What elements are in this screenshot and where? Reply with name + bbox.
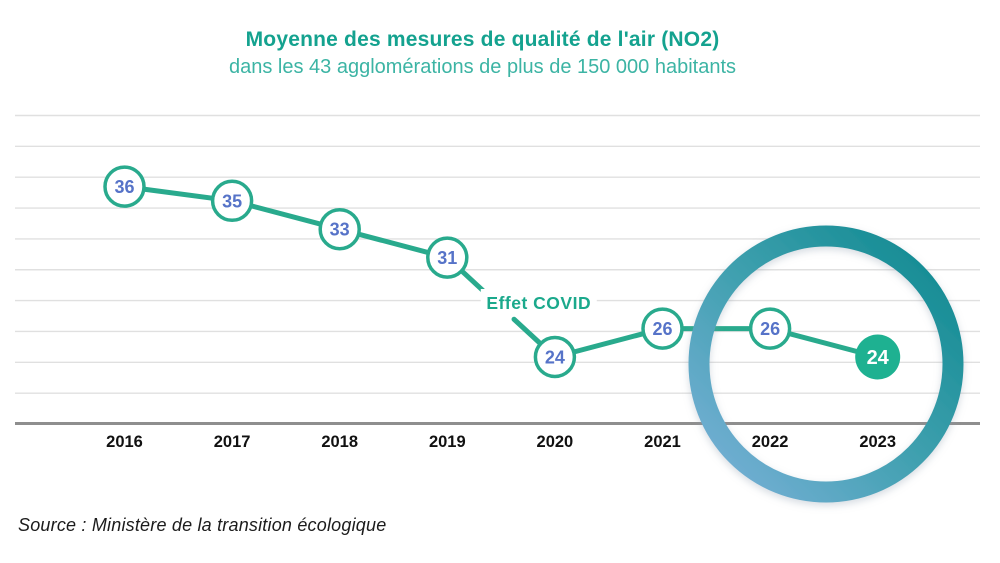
data-point-value: 26 — [652, 319, 672, 339]
data-point-emphasized — [855, 334, 901, 380]
data-point — [210, 179, 254, 223]
highlight-ring — [688, 225, 964, 503]
x-axis-label: 2018 — [321, 433, 358, 451]
x-axis-label: 2023 — [859, 433, 896, 451]
covid-annotation-label: Effet COVID — [486, 293, 591, 313]
x-axis-label: 2022 — [752, 433, 789, 451]
data-point-value: 24 — [545, 348, 565, 368]
x-axis-label: 2017 — [214, 433, 251, 451]
annotation-backing — [480, 289, 597, 314]
data-point — [533, 335, 577, 379]
data-point — [318, 207, 361, 251]
data-point — [103, 165, 146, 208]
data-point-value: 31 — [437, 248, 457, 268]
x-axis-label: 2021 — [644, 433, 681, 451]
x-axis-label: 2020 — [537, 433, 574, 451]
source-note: Source : Ministère de la transition écol… — [18, 515, 387, 535]
chart-subtitle: dans les 43 agglomérations de plus de 15… — [228, 56, 737, 78]
data-point-value: 33 — [330, 220, 350, 240]
data-point-value: 26 — [760, 319, 780, 339]
x-axis-label: 2016 — [106, 433, 143, 451]
data-point-value: 24 — [867, 347, 890, 369]
chart-title: Moyenne des mesures de qualité de l'air … — [245, 28, 720, 51]
data-point — [426, 236, 469, 279]
x-axis-label: 2019 — [429, 433, 466, 451]
data-point — [641, 307, 684, 350]
chart-header: Moyenne des mesures de qualité de l'air … — [0, 26, 965, 80]
data-point-value: 35 — [222, 191, 242, 211]
data-point — [748, 307, 792, 350]
data-point-value: 36 — [114, 177, 134, 197]
